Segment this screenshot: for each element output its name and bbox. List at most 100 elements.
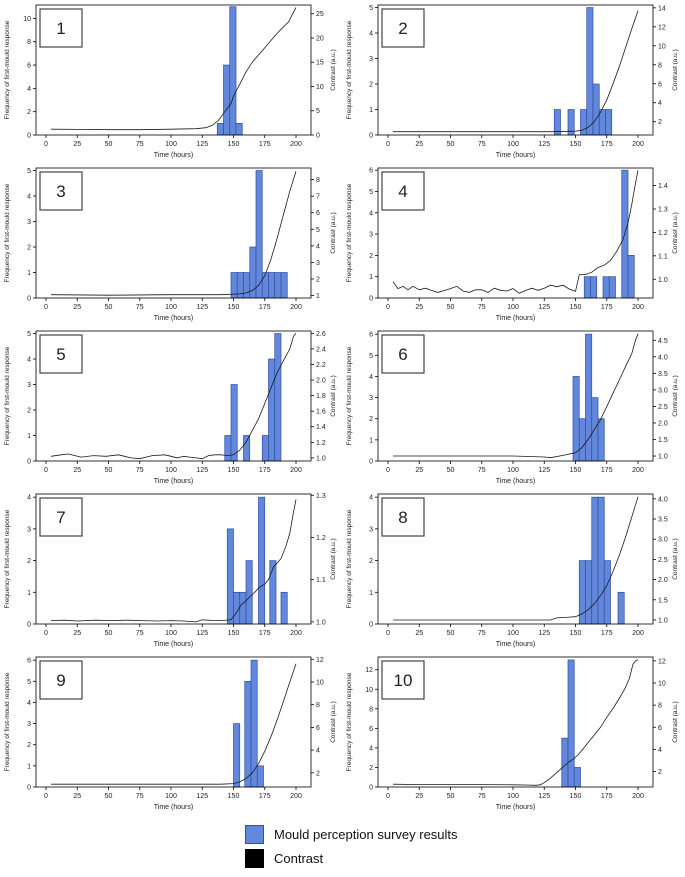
x-tick-label: 125 [196,630,208,637]
panel-7: 0 25 50 75 100 125 150 175 200 0 1 2 3 4 1.0 1.1 1.2 1.3 T… [0,489,342,652]
left-axis-title: Frequency of first-mould response [4,672,11,771]
left-tick-label: 5 [369,353,373,360]
x-tick-label: 175 [601,793,613,800]
panel-10-chart: 0 25 50 75 100 125 150 175 200 0 2 4 6 8 10 12 2 4 6 8 10 12 T… [346,656,679,811]
x-tick-label: 175 [259,630,271,637]
left-tick-label: 0 [27,296,31,303]
panel-number: 3 [56,182,65,201]
legend-label-contrast: Contrast [274,851,324,866]
x-tick-label: 100 [507,467,519,474]
x-tick-label: 0 [44,630,48,637]
right-tick-label: 2.4 [316,346,326,353]
left-tick-label: 2 [27,742,31,749]
x-tick-label: 200 [290,630,302,637]
left-tick-label: 6 [369,332,373,339]
plot-frame [35,4,312,136]
right-axis-title: Contrast (a.u.) [672,375,679,417]
left-axis-title: Frequency of first-mould response [346,672,353,771]
left-tick-label: 2 [27,245,31,252]
x-tick-label: 150 [570,630,582,637]
x-tick-label: 50 [105,630,113,637]
left-tick-label: 5 [27,168,31,175]
x-tick-label: 25 [73,141,81,148]
x-tick-label: 100 [507,630,519,637]
left-tick-label: 4 [27,86,31,93]
right-tick-label: 2.0 [316,378,326,385]
right-tick-label: 2 [658,119,662,126]
histogram-bar [567,659,575,788]
histogram-bar [224,435,232,462]
histogram-bar [274,272,282,299]
left-axis-title: Frequency of first-mould response [4,509,11,608]
histogram-bar [268,358,276,462]
right-tick-label: 4.0 [658,496,668,503]
legend-label-survey: Mould perception survey results [274,827,458,842]
right-tick-label: 10 [658,681,666,688]
right-tick-label: 6 [316,725,320,732]
plot-frame [377,493,654,625]
x-tick-label: 0 [44,793,48,800]
histogram-bar [280,591,288,625]
histogram-bar [243,272,251,299]
right-tick-label: 7 [316,194,320,201]
legend-swatch-contrast-icon [245,849,264,868]
right-tick-label: 1.0 [316,619,326,626]
right-tick-label: 2.5 [658,557,668,564]
histogram-bar [258,496,266,625]
histogram-bar [578,418,586,462]
x-tick-label: 25 [73,467,81,474]
right-tick-label: 4.5 [658,338,668,345]
panel-number: 6 [398,345,407,364]
x-axis-title: Time (hours) [496,152,535,159]
plot-frame [35,493,312,625]
left-tick-label: 6 [369,168,373,175]
x-tick-label: 50 [105,304,113,311]
histogram-bar [256,765,264,788]
left-tick-label: 8 [369,706,373,713]
histogram-bar [243,435,251,462]
right-tick-label: 10 [316,679,324,686]
left-tick-label: 4 [369,745,373,752]
x-axis-title: Time (hours) [496,804,535,811]
left-tick-label: 4 [27,700,31,707]
histogram-bar [229,6,237,136]
x-tick-label: 125 [196,793,208,800]
x-tick-label: 100 [507,141,519,148]
right-tick-label: 5 [316,227,320,234]
x-axis-title: Time (hours) [154,804,193,811]
histogram-bar [280,272,288,299]
right-tick-label: 12 [658,24,666,31]
plot-frame [35,167,312,299]
left-tick-label: 1 [369,107,373,114]
right-tick-label: 2.0 [658,420,668,427]
right-axis-title: Contrast (a.u.) [672,212,679,254]
x-tick-label: 200 [632,467,644,474]
x-tick-label: 50 [447,467,455,474]
right-tick-label: 4 [658,747,662,754]
right-tick-label: 1.4 [658,183,668,190]
x-tick-label: 25 [415,793,423,800]
left-tick-label: 0 [27,785,31,792]
x-tick-label: 200 [632,141,644,148]
x-tick-label: 25 [73,304,81,311]
x-tick-label: 75 [136,793,144,800]
plot-frame [377,167,654,299]
x-tick-label: 200 [632,304,644,311]
x-tick-label: 175 [601,467,613,474]
left-tick-label: 2 [369,765,373,772]
panel-number-box [39,334,83,374]
right-axis-title: Contrast (a.u.) [330,701,337,743]
right-tick-label: 1.0 [658,617,668,624]
right-axis-title: Contrast (a.u.) [672,49,679,91]
x-axis-title: Time (hours) [154,641,193,648]
histogram-bar [597,418,605,462]
x-tick-label: 150 [570,467,582,474]
contrast-line [393,10,639,133]
right-tick-label: 8 [658,62,662,69]
left-tick-label: 5 [27,331,31,338]
legend: Mould perception survey results Contrast [0,815,685,868]
x-tick-label: 75 [136,141,144,148]
right-tick-label: 3.5 [658,371,668,378]
histogram-bar [597,496,605,625]
right-tick-label: 2.6 [316,331,326,338]
